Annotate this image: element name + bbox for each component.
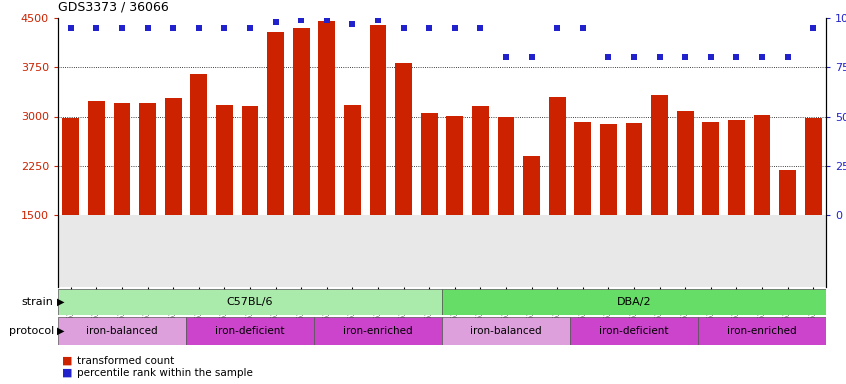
- Text: iron-balanced: iron-balanced: [470, 326, 541, 336]
- Text: transformed count: transformed count: [78, 356, 175, 366]
- Point: [474, 25, 487, 31]
- Bar: [447, 116, 463, 215]
- Point: [781, 54, 794, 60]
- Text: iron-balanced: iron-balanced: [86, 326, 158, 336]
- Point: [90, 25, 103, 31]
- Bar: [497, 117, 514, 215]
- Text: ▶: ▶: [58, 326, 64, 336]
- Text: GDS3373 / 36066: GDS3373 / 36066: [58, 1, 168, 14]
- Bar: [186, 317, 314, 345]
- Point: [729, 54, 743, 60]
- Bar: [113, 103, 130, 215]
- Point: [294, 17, 308, 23]
- Point: [167, 25, 180, 31]
- Text: iron-enriched: iron-enriched: [728, 326, 797, 336]
- Bar: [318, 21, 335, 215]
- Point: [602, 54, 615, 60]
- Bar: [420, 113, 437, 215]
- Bar: [63, 119, 80, 215]
- Point: [269, 19, 283, 25]
- Point: [448, 25, 462, 31]
- Bar: [600, 124, 617, 215]
- Point: [371, 17, 385, 23]
- Point: [64, 25, 78, 31]
- Point: [217, 25, 231, 31]
- Bar: [442, 317, 570, 345]
- Point: [627, 54, 640, 60]
- Bar: [216, 105, 233, 215]
- Bar: [242, 106, 258, 215]
- Bar: [58, 289, 442, 315]
- Bar: [190, 74, 207, 215]
- Point: [653, 54, 667, 60]
- Bar: [728, 121, 744, 215]
- Bar: [549, 97, 565, 215]
- Point: [678, 54, 692, 60]
- Bar: [574, 122, 591, 215]
- Bar: [626, 123, 642, 215]
- Point: [704, 54, 717, 60]
- Bar: [779, 170, 796, 215]
- Text: ■: ■: [63, 368, 76, 378]
- Bar: [570, 317, 698, 345]
- Bar: [754, 115, 771, 215]
- Point: [755, 54, 769, 60]
- Bar: [88, 101, 105, 215]
- Bar: [314, 317, 442, 345]
- Bar: [58, 317, 186, 345]
- Text: C57BL/6: C57BL/6: [227, 297, 273, 307]
- Bar: [805, 118, 821, 215]
- Text: iron-deficient: iron-deficient: [215, 326, 285, 336]
- Bar: [58, 215, 826, 287]
- Bar: [140, 103, 156, 215]
- Point: [346, 21, 360, 27]
- Point: [806, 25, 820, 31]
- Point: [192, 25, 206, 31]
- Bar: [344, 105, 360, 215]
- Bar: [395, 63, 412, 215]
- Bar: [702, 122, 719, 215]
- Bar: [651, 95, 668, 215]
- Point: [422, 25, 436, 31]
- Text: iron-deficient: iron-deficient: [599, 326, 668, 336]
- Point: [499, 54, 513, 60]
- Point: [551, 25, 564, 31]
- Point: [576, 25, 590, 31]
- Text: ■: ■: [63, 356, 76, 366]
- Point: [115, 25, 129, 31]
- Bar: [293, 28, 310, 215]
- Bar: [165, 98, 182, 215]
- Text: DBA/2: DBA/2: [617, 297, 651, 307]
- Point: [140, 25, 154, 31]
- Bar: [524, 156, 540, 215]
- Text: iron-enriched: iron-enriched: [343, 326, 413, 336]
- Text: percentile rank within the sample: percentile rank within the sample: [78, 368, 253, 378]
- Bar: [677, 111, 694, 215]
- Bar: [267, 32, 284, 215]
- Bar: [698, 317, 826, 345]
- Point: [244, 25, 257, 31]
- Text: protocol: protocol: [8, 326, 54, 336]
- Point: [320, 17, 333, 23]
- Text: ▶: ▶: [58, 297, 64, 307]
- Bar: [442, 289, 826, 315]
- Point: [397, 25, 410, 31]
- Text: strain: strain: [22, 297, 54, 307]
- Point: [525, 54, 538, 60]
- Bar: [472, 106, 489, 215]
- Bar: [370, 25, 387, 215]
